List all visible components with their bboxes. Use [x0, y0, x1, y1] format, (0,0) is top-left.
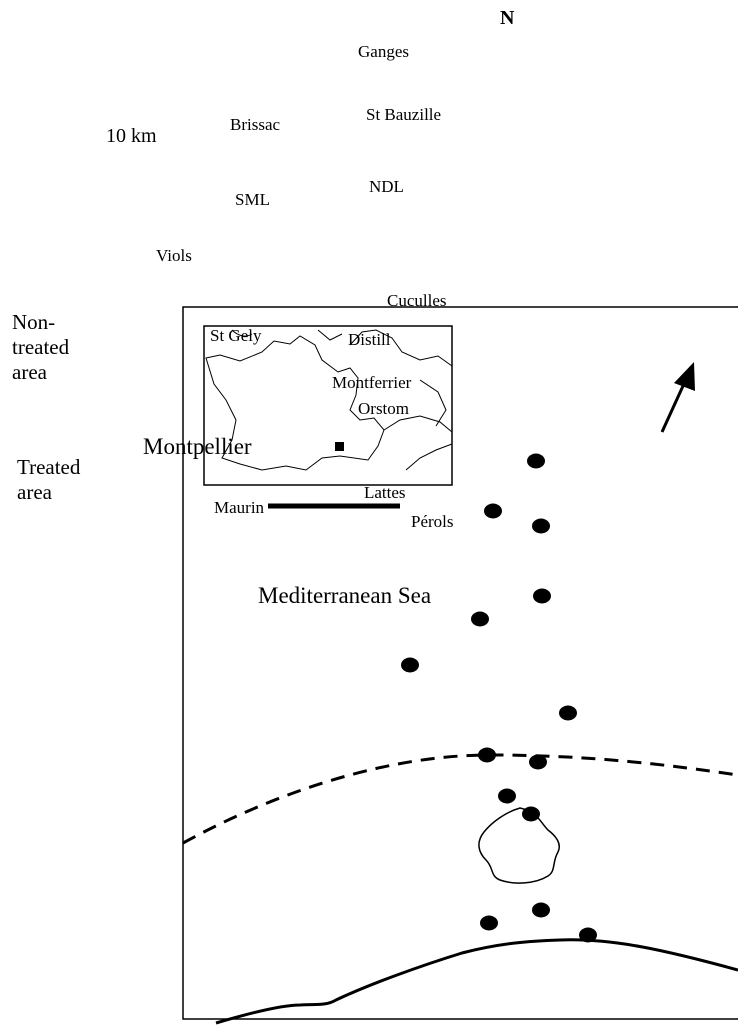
- legend-non-treated-line-1: Non-: [12, 310, 56, 334]
- place-mediterranean-sea: Mediterranean Sea: [258, 583, 432, 608]
- treatment-boundary: [182, 753, 738, 845]
- sampling-site: [401, 657, 419, 673]
- scale-label: 10 km: [106, 125, 157, 147]
- place-cuculles: Cuculles: [387, 291, 447, 310]
- inset-country-outline: [205, 335, 385, 471]
- north-arrow-head: [674, 362, 695, 391]
- place-montferrier: Montferrier: [332, 373, 412, 392]
- place-distill: Distill: [348, 330, 391, 349]
- place-orstom: Orstom: [358, 399, 409, 418]
- legend-treated-line-1: Treated: [17, 455, 81, 479]
- legend-treated-line-2: area: [17, 480, 52, 504]
- place-maurin: Maurin: [214, 498, 265, 517]
- sampling-site: [533, 588, 551, 604]
- coastline: [215, 938, 738, 1025]
- sampling-site: [522, 806, 540, 822]
- place-ganges: Ganges: [358, 42, 409, 61]
- sampling-site: [484, 503, 502, 519]
- place-viols: Viols: [156, 246, 192, 265]
- sampling-sites: [401, 453, 597, 943]
- legend-non-treated-line-3: area: [12, 360, 47, 384]
- sampling-site: [480, 915, 498, 931]
- legend-non-treated: Non- treated area: [12, 310, 69, 385]
- place-montpellier: Montpellier: [143, 434, 252, 459]
- lake-outline: [478, 807, 560, 884]
- sampling-site: [529, 754, 547, 770]
- sampling-site: [579, 927, 597, 943]
- legend-treated: Treated area: [17, 455, 80, 505]
- place-brissac: Brissac: [230, 115, 281, 134]
- north-label: N: [500, 7, 515, 29]
- sampling-site: [532, 518, 550, 534]
- place-ndl: NDL: [369, 177, 404, 196]
- place-perols: Pérols: [411, 512, 454, 531]
- sampling-site: [478, 747, 496, 763]
- sampling-site: [498, 788, 516, 804]
- inset-map: [203, 325, 453, 486]
- inset-location-marker: [335, 442, 344, 451]
- place-st-bauzille: St Bauzille: [366, 105, 442, 124]
- inset-borders: [231, 329, 453, 471]
- sampling-site: [471, 611, 489, 627]
- place-lattes: Lattes: [364, 483, 406, 502]
- legend-non-treated-line-2: treated: [12, 335, 70, 359]
- sampling-site: [559, 705, 577, 721]
- sampling-site: [527, 453, 545, 469]
- map-frame: [182, 306, 738, 1020]
- sampling-site: [532, 902, 550, 918]
- place-st-gely: St Gely: [210, 326, 262, 345]
- place-sml: SML: [235, 190, 270, 209]
